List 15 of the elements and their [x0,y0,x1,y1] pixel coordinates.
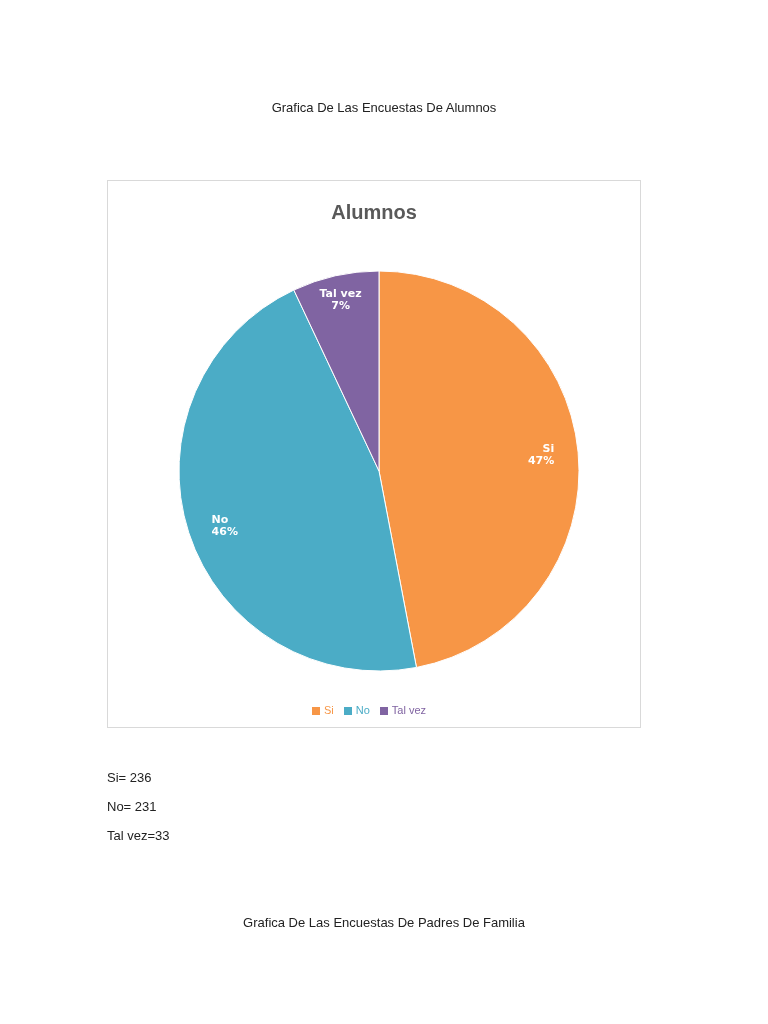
text: Grafica De Las Encuestas De Alumnos [270,100,498,115]
slice-label: No [211,513,229,527]
legend-label: No [355,704,370,716]
text: No= 231 [107,799,157,814]
data-label: 7% [331,299,350,313]
legend-label: Si [323,704,334,716]
text: Si= 236 [107,770,152,785]
data-label: 46% [211,525,238,539]
slice-label: Tal vez [319,287,362,301]
text: Tal vez=33 [107,828,170,843]
data-label: 47% [527,454,555,468]
text: Grafica De Las Encuestas De Padres De Familia [242,915,526,930]
chart-title: Alumnos [330,201,418,224]
legend-label: Tal vez [391,704,427,716]
slice-label: Si [542,442,555,456]
